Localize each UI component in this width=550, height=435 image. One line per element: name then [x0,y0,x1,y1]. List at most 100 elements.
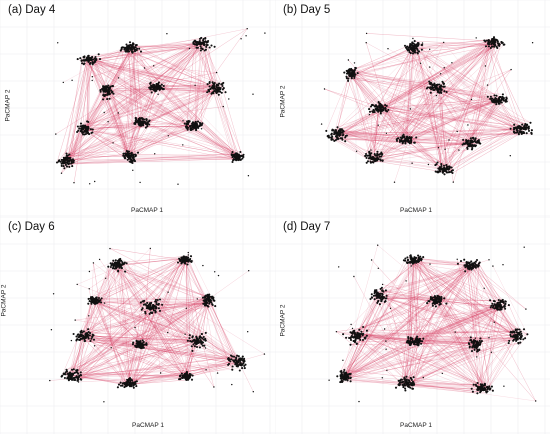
edge [412,331,521,383]
point [84,127,87,130]
point [104,85,107,88]
edge [339,130,447,166]
edge [341,339,474,382]
edge [366,42,526,130]
edge [86,334,139,347]
edge [108,90,193,128]
edge [85,333,181,376]
edge [350,329,525,338]
edge [348,70,374,160]
point [471,346,474,349]
edge [200,125,238,160]
edge [387,48,523,125]
edge [410,341,477,385]
point [86,58,89,61]
point [138,342,141,345]
point [438,91,441,94]
edge [354,332,418,342]
edge [77,330,82,371]
edge [352,265,477,335]
point [217,93,220,96]
point [95,296,98,299]
edge [474,262,484,386]
edge [473,44,495,139]
point [92,338,96,341]
point [156,298,159,302]
point [84,132,87,136]
edge [115,262,198,300]
point [384,297,387,300]
point [473,348,476,351]
point [130,151,133,154]
point [331,135,334,138]
point [237,360,240,363]
point [474,141,477,144]
point [145,119,148,122]
edge [467,267,491,389]
point [494,100,498,103]
edge [133,347,143,386]
edge [186,40,196,122]
edge [195,44,205,129]
edge [64,373,128,385]
point [350,334,353,337]
edge [77,338,194,345]
edge [147,89,156,127]
edge [63,153,237,164]
edge [65,42,201,160]
point [79,371,82,374]
point [217,274,220,277]
point [436,88,439,91]
edge [121,268,140,346]
edge [69,121,199,162]
point [148,312,151,315]
point [438,303,441,306]
point [181,256,184,259]
edge [338,128,526,135]
point [116,263,119,266]
edge [136,302,142,348]
point [67,373,70,376]
edge [416,257,470,267]
edge [110,86,128,155]
edge [413,340,514,345]
point [128,41,132,44]
edge [71,375,127,383]
edge [417,42,500,101]
edge [412,263,516,336]
point [134,382,137,386]
edge [94,299,127,385]
point [414,338,417,341]
edge [418,259,523,337]
edge [443,67,480,143]
point [196,46,199,49]
edge [92,123,143,130]
point [468,343,471,346]
point [512,338,515,341]
point [124,270,127,273]
edge [373,42,419,163]
edge [74,300,204,381]
edge [79,48,203,129]
edge [184,261,234,361]
edge [409,89,441,138]
edge [369,111,373,155]
edge [132,44,205,162]
edge [127,47,136,155]
edge [355,337,521,340]
point [188,337,191,340]
edge [382,298,408,384]
point [121,384,124,387]
point [222,81,225,84]
point [438,83,441,86]
point [514,328,517,331]
point [79,374,82,377]
point [131,160,134,163]
edge [337,132,399,139]
edge [200,83,215,126]
edge [378,41,498,112]
edge [68,51,134,164]
point [350,77,353,80]
point [488,43,491,46]
edges [55,28,248,183]
